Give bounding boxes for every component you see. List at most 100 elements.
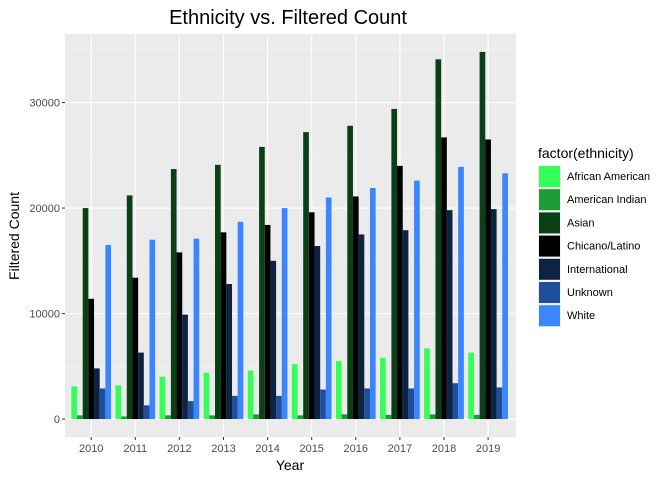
- bar: [314, 246, 321, 420]
- bar: [297, 415, 304, 420]
- bar: [408, 388, 415, 420]
- bar: [253, 414, 260, 420]
- x-tick-label: 2013: [211, 443, 235, 455]
- x-tick-label: 2018: [432, 443, 456, 455]
- legend-label: Chicano/Latino: [567, 241, 640, 253]
- legend-swatch: [539, 235, 560, 257]
- bar: [276, 395, 282, 420]
- legend-label: White: [567, 310, 595, 322]
- bar: [364, 388, 370, 420]
- bar: [187, 401, 194, 420]
- bar: [232, 395, 238, 420]
- legend-swatch: [539, 282, 560, 303]
- bar: [237, 221, 244, 420]
- bar: [270, 260, 277, 420]
- bar: [220, 232, 227, 420]
- x-tick-label: 2014: [255, 443, 279, 455]
- bar: [358, 234, 365, 420]
- bar: [414, 180, 420, 420]
- bar: [214, 164, 221, 420]
- bar: [105, 244, 112, 420]
- bar: [71, 386, 78, 420]
- y-axis: 0 10000 20000 30000: [29, 98, 65, 426]
- legend-item: Chicano/Latino: [538, 234, 640, 258]
- bar: [209, 415, 215, 420]
- bar: [308, 212, 315, 420]
- x-tick-label: 2010: [79, 443, 103, 455]
- bars: [71, 51, 508, 420]
- bar: [391, 108, 398, 420]
- y-axis-title: Filtered Count: [6, 192, 22, 280]
- bar: [77, 415, 83, 420]
- bar: [138, 352, 144, 420]
- bar: [446, 210, 453, 420]
- bar: [176, 252, 183, 420]
- bar: [182, 314, 188, 420]
- bar: [143, 405, 150, 420]
- y-tick-label: 20000: [29, 203, 60, 215]
- bar: [126, 195, 133, 420]
- bar: [193, 238, 200, 420]
- y-tick-label: 30000: [29, 98, 60, 110]
- x-tick-label: 2016: [344, 443, 368, 455]
- x-tick-label: 2012: [167, 443, 191, 455]
- bar: [132, 277, 139, 420]
- legend: factor(ethnicity) African American Americ…: [538, 145, 650, 328]
- bar: [94, 368, 100, 420]
- legend-label: Asian: [567, 217, 595, 229]
- legend-title: factor(ethnicity): [538, 145, 634, 161]
- legend-item: White: [538, 304, 595, 328]
- legend-item: American Indian: [538, 188, 647, 212]
- bar: [281, 208, 288, 420]
- bar: [402, 230, 409, 420]
- bar: [88, 298, 95, 420]
- legend-item: International: [538, 257, 628, 281]
- bar: [115, 385, 122, 420]
- x-tick-label: 2011: [123, 443, 147, 455]
- bar: [170, 169, 177, 420]
- bar: [226, 284, 233, 420]
- bar: [473, 414, 480, 420]
- bar: [496, 387, 503, 420]
- bar: [479, 51, 486, 420]
- legend-items: African American American Indian Asian Chic…: [538, 165, 650, 328]
- bar: [259, 146, 265, 420]
- legend-label: International: [567, 264, 628, 276]
- legend-swatch: [539, 212, 560, 234]
- bar: [165, 415, 171, 420]
- bar: [291, 364, 298, 420]
- bar: [369, 188, 376, 420]
- bar: [264, 224, 271, 420]
- bar: [385, 414, 392, 420]
- legend-item: Unknown: [538, 281, 613, 304]
- bar: [203, 372, 210, 420]
- legend-swatch: [539, 258, 560, 280]
- bar: [320, 389, 326, 420]
- legend-label: African American: [567, 171, 650, 183]
- bar: [341, 414, 348, 420]
- x-axis: 2010 2011 2012 2013 2014 2015 2016 2017 2018 2019: [79, 437, 500, 455]
- bar: [335, 361, 342, 420]
- bar: [159, 376, 166, 420]
- bar: [380, 357, 386, 420]
- legend-swatch: [539, 189, 560, 211]
- x-tick-label: 2015: [299, 443, 323, 455]
- legend-swatch: [539, 305, 560, 327]
- bar: [82, 208, 89, 420]
- bar: [347, 125, 353, 420]
- legend-item: African American: [538, 165, 650, 188]
- x-tick-label: 2017: [388, 443, 412, 455]
- bar: [441, 137, 447, 420]
- y-tick-label: 10000: [29, 309, 60, 321]
- y-tick-label: 0: [54, 414, 60, 426]
- bar: [452, 383, 459, 420]
- bar: [303, 132, 309, 420]
- bar: [121, 416, 127, 420]
- bar: [468, 352, 474, 420]
- bar: [458, 166, 464, 420]
- legend-item: Asian: [538, 211, 595, 235]
- legend-swatch: [539, 166, 560, 187]
- bar: [435, 59, 442, 420]
- chart-title: Ethnicity vs. Filtered Count: [169, 7, 407, 29]
- bar: [397, 165, 403, 420]
